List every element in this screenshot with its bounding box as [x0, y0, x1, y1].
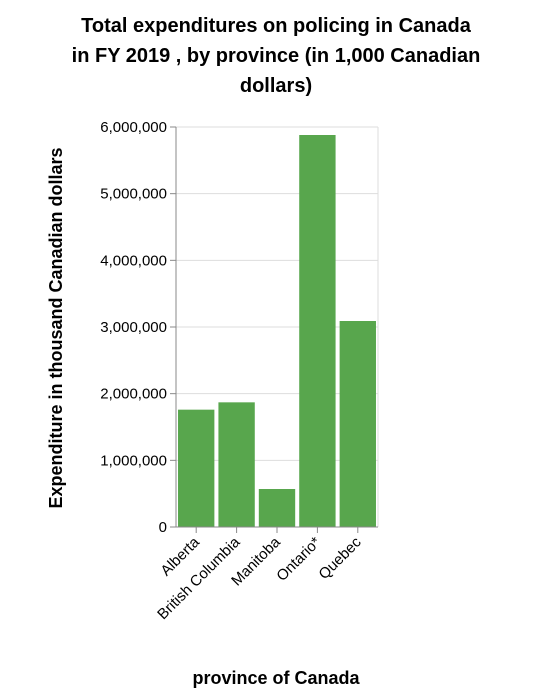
chart-title-line-3: dollars) — [240, 75, 312, 97]
y-tick-label: 5,000,000 — [100, 186, 167, 203]
x-tick-label: Ontario* — [273, 534, 324, 585]
y-tick-label: 3,000,000 — [100, 319, 167, 336]
y-axis-title: Expenditure in thousand Canadian dollars — [46, 147, 66, 508]
bar-manitoba — [258, 489, 296, 527]
y-tick-label: 2,000,000 — [100, 386, 167, 403]
x-tick-label: Quebec — [315, 533, 365, 583]
bar-quebec — [339, 321, 376, 527]
chart-title-line-1: Total expenditures on policing in Canada — [81, 15, 472, 37]
y-axis-ticks: 0 1,000,000 2,000,000 3,000,000 4,000,000 5,0… — [100, 119, 176, 536]
chart-title-line-2: in FY 2019 , by province (in 1,000 Canad… — [72, 45, 481, 67]
y-tick-label: 6,000,000 — [100, 119, 167, 136]
bar-british-columbia — [218, 402, 255, 527]
x-axis-title: province of Canada — [192, 668, 360, 688]
y-tick-label: 1,000,000 — [100, 452, 167, 469]
bars — [178, 135, 376, 527]
chart-title: Total expenditures on policing in Canada… — [72, 15, 481, 97]
y-tick-label: 0 — [159, 519, 167, 536]
bar-alberta — [178, 409, 215, 527]
y-tick-label: 4,000,000 — [100, 252, 167, 269]
bar-ontario — [299, 135, 336, 527]
